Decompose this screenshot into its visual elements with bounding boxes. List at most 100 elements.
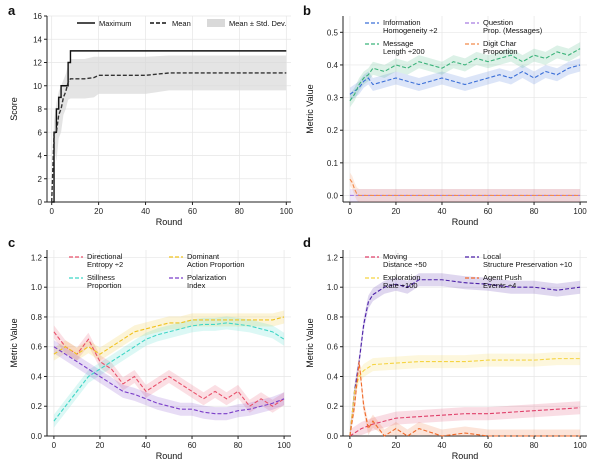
series-line	[349, 48, 581, 102]
y-tick-label: 0.0	[31, 432, 43, 441]
legend: Maximum Mean Mean ± Std. Dev.	[77, 19, 286, 28]
y-axis-label: Metric Value	[9, 318, 19, 367]
y-tick-label: 0.6	[327, 343, 339, 352]
x-tick-label: 0	[348, 207, 353, 216]
legend-label: Stillness	[87, 273, 115, 282]
std-band	[51, 55, 287, 203]
x-tick-label: 40	[438, 207, 447, 216]
legend-label: Polarization	[187, 273, 226, 282]
series-line	[51, 50, 287, 203]
y-tick-label: 2	[38, 175, 43, 184]
y-tick-label: 12	[33, 59, 42, 68]
series-line	[53, 322, 285, 422]
panel-a: a 0 2 4 6 8 10 12 14 16 0 20 40 60 80 100 Round Score Maxi…	[8, 3, 294, 227]
legend-label: Distance ÷50	[383, 260, 427, 269]
y-tick-label: 0.1	[327, 159, 339, 168]
series-band	[349, 58, 581, 101]
legend-label: Message	[383, 39, 413, 48]
x-tick-label: 40	[141, 207, 150, 216]
legend-label: Homogeneity ÷2	[383, 26, 438, 35]
x-tick-label: 20	[391, 441, 400, 450]
x-tick-label: 60	[188, 441, 197, 450]
x-tick-label: 60	[484, 207, 493, 216]
series-line	[349, 407, 581, 437]
series-line	[349, 64, 581, 95]
y-tick-label: 0.6	[31, 343, 43, 352]
legend-label: Proportion	[483, 47, 518, 56]
x-tick-label: 20	[391, 207, 400, 216]
legend-label: Agent Push	[483, 273, 522, 282]
y-tick-label: 1.0	[327, 283, 339, 292]
y-tick-label: 0.4	[31, 372, 43, 381]
legend-label: Structure Preservation ÷10	[483, 260, 572, 269]
series-band	[53, 325, 285, 413]
y-tick-label: 16	[33, 12, 42, 21]
legend-label: Mean ± Std. Dev.	[229, 19, 286, 28]
y-axis-label: Metric Value	[305, 84, 315, 133]
panel-b: b 0.0 0.1 0.2 0.3 0.4 0.5 0 20 40 60 80 100 Round Metr…	[303, 3, 587, 227]
y-tick-label: 10	[33, 82, 42, 91]
panel-letter: a	[8, 3, 16, 18]
legend-label: Action Proportion	[187, 260, 245, 269]
y-tick-label: 0.8	[327, 313, 339, 322]
legend-label: Local	[483, 252, 501, 261]
x-tick-label: 40	[438, 441, 447, 450]
legend-label: Rate ÷100	[383, 281, 418, 290]
x-tick-label: 100	[280, 207, 294, 216]
panel-c: c 0.0 0.2 0.4 0.6 0.8 1.0 1.2 0 20 40 60 80 100 Round M…	[8, 235, 291, 461]
y-tick-label: 4	[38, 152, 43, 161]
y-tick-label: 14	[33, 35, 42, 44]
series-line	[53, 346, 285, 415]
series-line	[349, 361, 581, 437]
series-line	[53, 331, 285, 407]
legend-label: Question	[483, 18, 513, 27]
y-tick-label: 6	[38, 128, 43, 137]
series-line	[349, 279, 581, 437]
y-tick-label: 0.2	[327, 126, 339, 135]
legend-label: Proportion	[87, 281, 122, 290]
y-tick-label: 0.2	[327, 402, 339, 411]
x-tick-label: 80	[235, 207, 244, 216]
legend-label: Length ÷200	[383, 47, 425, 56]
x-axis-label: Round	[156, 451, 183, 461]
series-band	[349, 273, 581, 436]
legend-label: Exploration	[383, 273, 421, 282]
x-tick-label: 80	[530, 207, 539, 216]
y-tick-label: 0.8	[31, 313, 43, 322]
x-tick-label: 80	[234, 441, 243, 450]
series-line	[50, 72, 287, 203]
x-tick-label: 80	[530, 441, 539, 450]
series-line	[53, 316, 285, 355]
x-tick-label: 60	[188, 207, 197, 216]
legend-label: Moving	[383, 252, 407, 261]
x-tick-label: 100	[573, 207, 587, 216]
y-tick-label: 1.0	[31, 283, 43, 292]
legend-label: Directional	[87, 252, 123, 261]
x-axis-label: Round	[452, 217, 479, 227]
legend-label: Digit Char	[483, 39, 517, 48]
legend-label: Information	[383, 18, 421, 27]
series-line	[349, 178, 581, 197]
y-tick-label: 0.4	[327, 372, 339, 381]
x-tick-label: 100	[573, 441, 587, 450]
x-axis-label: Round	[452, 451, 479, 461]
legend-label: Maximum	[99, 19, 132, 28]
y-axis-label: Score	[9, 97, 19, 121]
y-tick-label: 1.2	[327, 253, 339, 262]
series-band	[53, 340, 285, 421]
series-band	[53, 316, 285, 428]
y-tick-label: 0.5	[327, 28, 339, 37]
x-tick-label: 0	[52, 441, 57, 450]
legend-label: Index	[187, 281, 206, 290]
x-tick-label: 60	[484, 441, 493, 450]
x-axis-label: Round	[156, 217, 183, 227]
x-tick-label: 40	[142, 441, 151, 450]
y-tick-label: 0	[38, 198, 43, 207]
series-band	[349, 42, 581, 108]
series-band	[349, 172, 581, 202]
y-tick-label: 0.3	[327, 94, 339, 103]
legend-label: Prop. (Messages)	[483, 26, 543, 35]
